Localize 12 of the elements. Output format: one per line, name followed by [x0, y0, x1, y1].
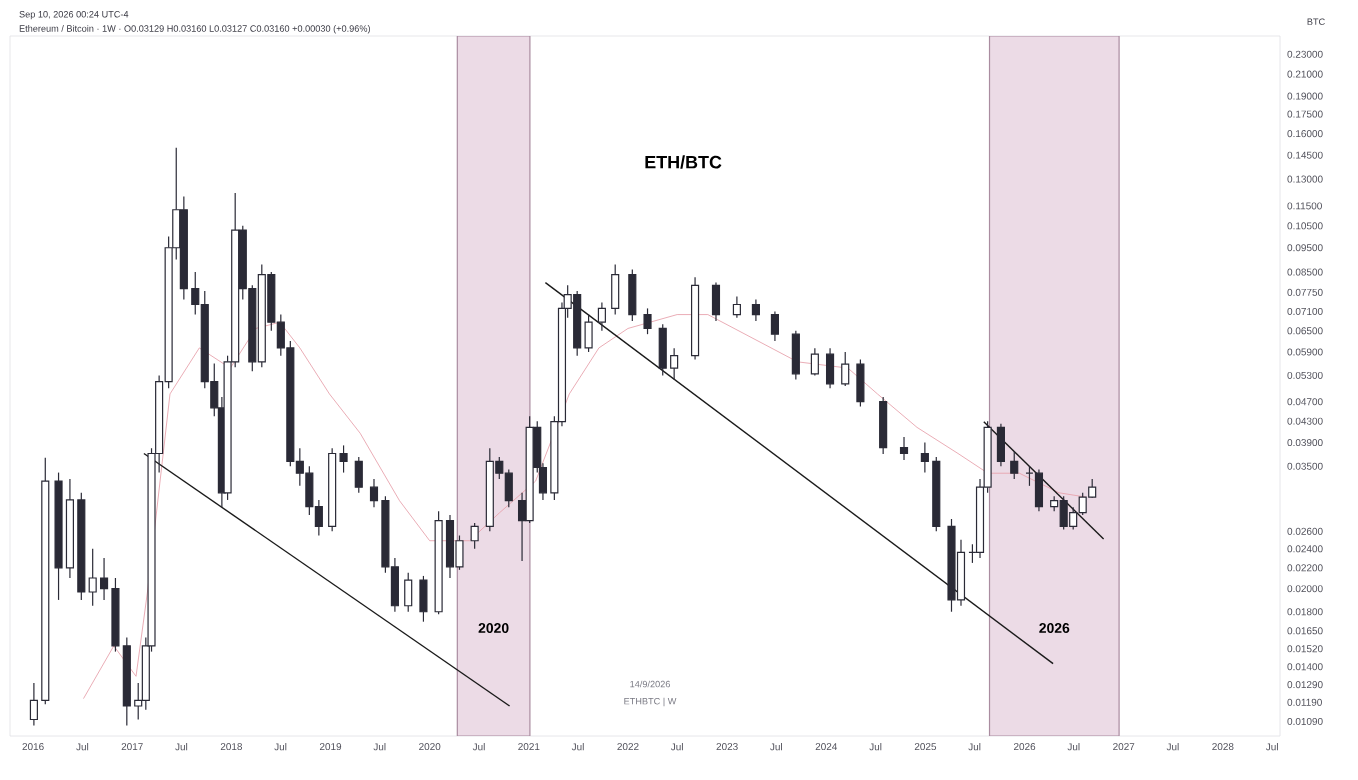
candlestick: [597, 301, 606, 332]
candlestick: [810, 347, 819, 377]
candlestick: [825, 347, 835, 389]
candlestick: [770, 310, 779, 342]
candlestick: [732, 295, 741, 319]
candlestick: [751, 298, 760, 322]
candlestick: [899, 436, 909, 461]
candlestick: [711, 282, 721, 322]
candlestick: [1034, 468, 1044, 512]
candlestick: [690, 276, 700, 361]
text: ETH/BTC: [645, 155, 722, 169]
candlestick: [996, 423, 1005, 467]
